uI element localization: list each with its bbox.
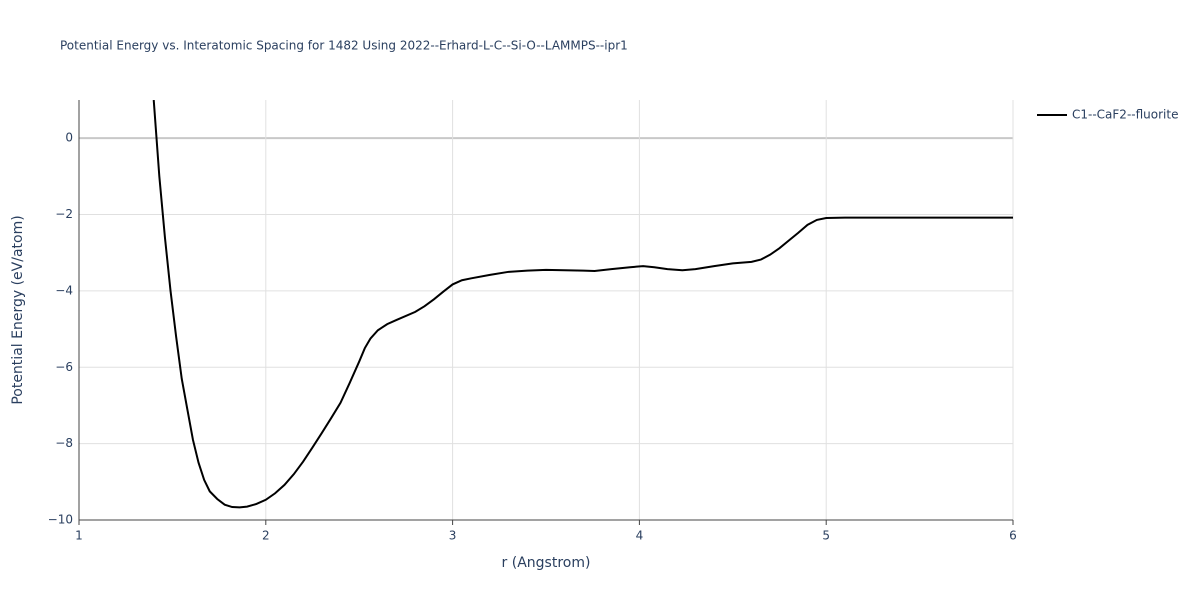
y-tick-label: −8 xyxy=(55,436,73,450)
chart-title: Potential Energy vs. Interatomic Spacing… xyxy=(60,39,628,53)
y-tick-label: 0 xyxy=(65,131,73,145)
x-tick-label: 4 xyxy=(636,529,644,543)
line xyxy=(152,100,1013,509)
y-tick-label: −2 xyxy=(55,207,73,221)
x-tick-label: 1 xyxy=(75,529,83,543)
x-tick-label: 5 xyxy=(822,529,830,543)
y-axis-label: Potential Energy (eV/atom) xyxy=(10,215,26,404)
y-tick-label: −10 xyxy=(48,513,73,527)
y-tick-label: −4 xyxy=(55,283,73,297)
x-axis-label: r (Angstrom) xyxy=(502,555,591,571)
x-tick-label: 3 xyxy=(449,529,457,543)
y-tick-label: −6 xyxy=(55,360,73,374)
x-tick-label: 2 xyxy=(262,529,270,543)
legend-label: C1--CaF2--fluorite xyxy=(1072,108,1178,122)
x-tick-label: 6 xyxy=(1009,529,1017,543)
